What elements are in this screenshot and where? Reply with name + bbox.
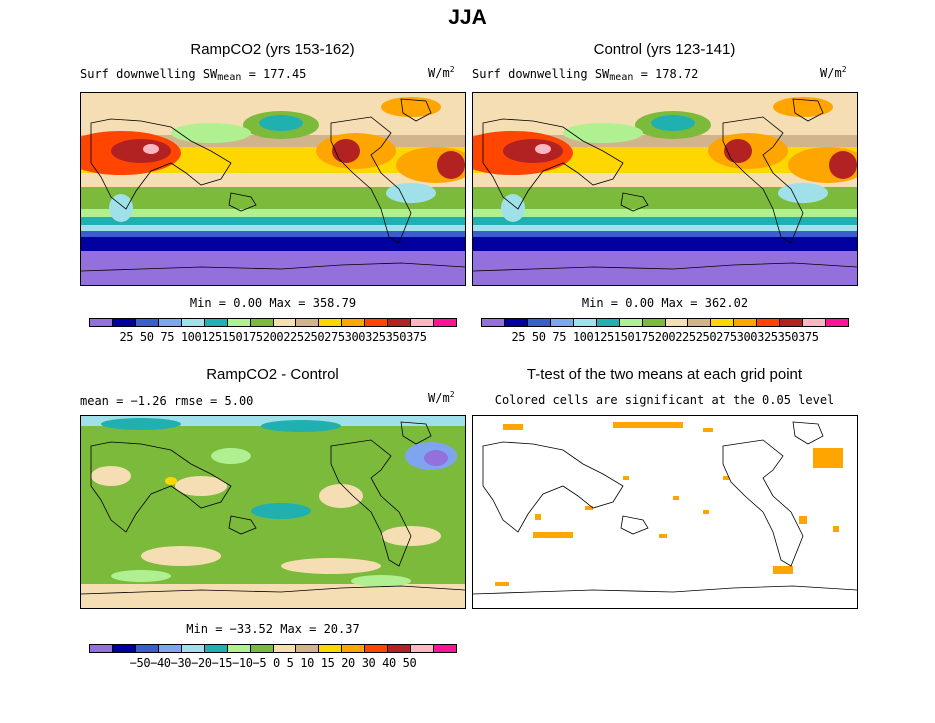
colorbar-swatch bbox=[296, 319, 320, 326]
colorbar-swatch bbox=[273, 319, 297, 326]
colorbar-swatch bbox=[158, 645, 182, 652]
map-rampco2 bbox=[80, 92, 466, 286]
map-difference-field bbox=[81, 416, 465, 608]
units-base: W/m bbox=[428, 391, 450, 405]
colorbar-swatch bbox=[411, 645, 435, 652]
colorbar-swatch bbox=[135, 645, 159, 652]
colorbar-swatch bbox=[826, 319, 848, 326]
colorbar-swatch bbox=[411, 319, 435, 326]
colorbar-swatch bbox=[112, 645, 136, 652]
map-control-field bbox=[473, 93, 857, 285]
units-base: W/m bbox=[820, 66, 842, 80]
colorbar-swatch bbox=[365, 645, 389, 652]
map-ttest-field bbox=[473, 416, 857, 608]
colorbar-swatch bbox=[757, 319, 781, 326]
colorbar-swatch bbox=[296, 645, 320, 652]
units-exp: 2 bbox=[449, 65, 455, 74]
variable-subscript: mean bbox=[609, 72, 634, 83]
colorbar-swatch bbox=[504, 319, 528, 326]
colorbar-swatch bbox=[388, 645, 412, 652]
panel-title-difference: RampCO2 - Control bbox=[206, 366, 339, 383]
variable-label-rampco2: Surf downwelling SWmean = 177.45 bbox=[80, 67, 306, 83]
colorbar-swatch bbox=[90, 319, 113, 326]
colorbar-swatch bbox=[319, 645, 343, 652]
colorbar-swatch bbox=[319, 319, 343, 326]
colorbar-swatch bbox=[158, 319, 182, 326]
minmax-difference: Min = −33.52 Max = 20.37 bbox=[186, 622, 360, 636]
variable-subscript: mean bbox=[217, 72, 242, 83]
variable-name: Surf downwelling SW bbox=[472, 67, 610, 81]
difference-stats: mean = −1.26 rmse = 5.00 bbox=[80, 394, 254, 408]
colorbar-bl bbox=[89, 644, 457, 653]
colorbar-swatch bbox=[90, 645, 113, 652]
variable-name: Surf downwelling SW bbox=[80, 67, 218, 81]
colorbar-swatch bbox=[482, 319, 505, 326]
map-control bbox=[472, 92, 858, 286]
colorbar-swatch bbox=[250, 319, 274, 326]
units-exp: 2 bbox=[449, 390, 455, 399]
colorbar-swatch bbox=[619, 319, 643, 326]
colorbar-labels-bl: −50−40−30−20−15−10−5 0 5 10 15 20 30 40 … bbox=[129, 656, 417, 670]
minmax-rampco2: Min = 0.00 Max = 358.79 bbox=[189, 296, 357, 310]
colorbar-swatch bbox=[688, 319, 712, 326]
map-ttest bbox=[472, 415, 858, 609]
units-label-tr: W/m2 bbox=[820, 65, 847, 80]
panel-title-ttest: T-test of the two means at each grid poi… bbox=[526, 366, 803, 383]
variable-mean-value: = 178.72 bbox=[640, 67, 699, 81]
colorbar-swatch bbox=[527, 319, 551, 326]
units-exp: 2 bbox=[841, 65, 847, 74]
colorbar-labels-tl: 25 50 75 1001251501752002252502753003253… bbox=[119, 330, 427, 344]
colorbar-swatch bbox=[711, 319, 735, 326]
colorbar-swatch bbox=[803, 319, 827, 326]
colorbar-swatch bbox=[434, 319, 456, 326]
variable-label-control: Surf downwelling SWmean = 178.72 bbox=[472, 67, 698, 83]
colorbar-swatch bbox=[342, 319, 366, 326]
colorbar-swatch bbox=[273, 645, 297, 652]
colorbar-swatch bbox=[342, 645, 366, 652]
colorbar-swatch bbox=[181, 319, 205, 326]
colorbar-swatch bbox=[780, 319, 804, 326]
colorbar-swatch bbox=[204, 645, 228, 652]
colorbar-swatch bbox=[573, 319, 597, 326]
units-label-bl: W/m2 bbox=[428, 390, 455, 405]
variable-mean-value: = 177.45 bbox=[248, 67, 307, 81]
panel-title-control: Control (yrs 123-141) bbox=[593, 41, 736, 58]
colorbar-swatch bbox=[135, 319, 159, 326]
map-difference bbox=[80, 415, 466, 609]
units-base: W/m bbox=[428, 66, 450, 80]
colorbar-swatch bbox=[388, 319, 412, 326]
colorbar-swatch bbox=[596, 319, 620, 326]
units-label-tl: W/m2 bbox=[428, 65, 455, 80]
colorbar-swatch bbox=[250, 645, 274, 652]
colorbar-swatch bbox=[112, 319, 136, 326]
colorbar-swatch bbox=[365, 319, 389, 326]
colorbar-swatch bbox=[227, 645, 251, 652]
colorbar-swatch bbox=[642, 319, 666, 326]
colorbar-labels-tr: 25 50 75 1001251501752002252502753003253… bbox=[511, 330, 819, 344]
minmax-control: Min = 0.00 Max = 362.02 bbox=[581, 296, 749, 310]
colorbar-swatch bbox=[434, 645, 456, 652]
figure-title: JJA bbox=[448, 6, 487, 29]
colorbar-swatch bbox=[204, 319, 228, 326]
colorbar-tl bbox=[89, 318, 457, 327]
colorbar-swatch bbox=[550, 319, 574, 326]
colorbar-tr bbox=[481, 318, 849, 327]
colorbar-swatch bbox=[181, 645, 205, 652]
map-rampco2-field bbox=[81, 93, 465, 285]
ttest-subtitle: Colored cells are significant at the 0.0… bbox=[494, 393, 835, 407]
colorbar-swatch bbox=[734, 319, 758, 326]
colorbar-swatch bbox=[665, 319, 689, 326]
colorbar-swatch bbox=[227, 319, 251, 326]
panel-title-rampco2: RampCO2 (yrs 153-162) bbox=[190, 41, 355, 58]
